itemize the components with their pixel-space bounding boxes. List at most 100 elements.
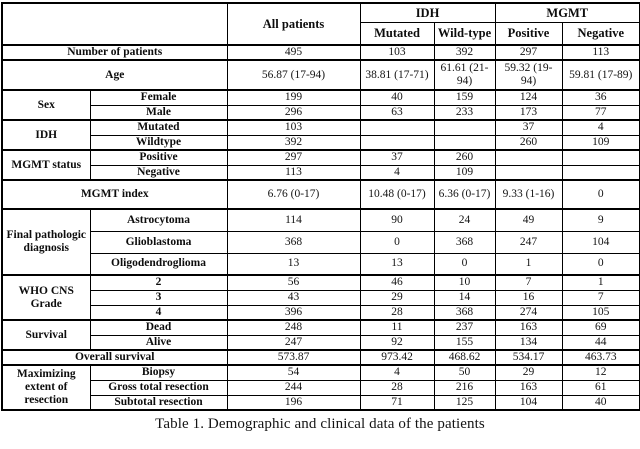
table-cell: 163 <box>494 319 563 336</box>
table-cell: 296 <box>226 104 361 121</box>
table-cell: 28 <box>359 379 435 396</box>
row-label: 4 <box>89 304 228 321</box>
table-cell: 368 <box>433 304 496 321</box>
table-row: Final pathologic diagnosis Astrocytoma 1… <box>1 208 640 276</box>
row-label: Dead <box>89 319 228 336</box>
row-label: Subtotal resection <box>89 394 228 411</box>
table-cell: 297 <box>494 44 563 61</box>
table-cell: 44 <box>561 334 640 351</box>
table-cell: 9 <box>561 208 640 232</box>
row-label: Mutated <box>89 119 228 136</box>
table-cell: 104 <box>494 394 563 411</box>
table-cell: 0 <box>561 252 640 276</box>
table-cell: 24 <box>433 208 496 232</box>
table-cell <box>359 119 435 136</box>
table-cell: 163 <box>494 379 563 396</box>
table-cell: 63 <box>359 104 435 121</box>
row-label: Number of patients <box>1 44 228 61</box>
table-cell: 159 <box>433 89 496 106</box>
table-row: Alive 247 92 155 134 44 <box>2 334 640 351</box>
row-label: Alive <box>89 334 228 351</box>
row-label: 2 <box>89 274 228 291</box>
row-label: Gross total resection <box>89 379 228 396</box>
demographics-table: All patients IDH MGMT Mutated Wild-type … <box>1 2 640 411</box>
group-label-who-grade: WHO CNS Grade <box>1 274 91 321</box>
table-cell: 233 <box>433 104 496 121</box>
table-cell: 36 <box>561 89 640 106</box>
column-header-mgmt-positive: Positive <box>494 21 563 46</box>
group-label-resection: Maximizing extent of resection <box>1 364 91 411</box>
table-cell <box>359 134 435 151</box>
table-cell: 4 <box>561 119 640 136</box>
row-label: Overall survival <box>1 349 228 366</box>
table-row: MGMT status Positive 297 37 260 <box>1 149 640 181</box>
table-cell: 12 <box>561 364 640 381</box>
table-cell: 104 <box>561 230 640 254</box>
table-cell: 247 <box>494 230 563 254</box>
table-cell: 109 <box>561 134 640 151</box>
group-label-diagnosis: Final pathologic diagnosis <box>1 208 91 276</box>
row-label: Negative <box>89 164 228 181</box>
table-cell: 114 <box>226 208 361 232</box>
table-cell: 244 <box>226 379 361 396</box>
table-row: Number of patients 495 103 392 297 113 <box>1 44 640 61</box>
table-cell: 173 <box>494 104 563 121</box>
table-cell: 0 <box>359 230 435 254</box>
table-cell: 124 <box>494 89 563 106</box>
row-label: Wildtype <box>89 134 228 151</box>
table-cell: 105 <box>561 304 640 321</box>
table-cell: 71 <box>359 394 435 411</box>
table-cell: 155 <box>433 334 496 351</box>
table-row: IDH Mutated 103 37 4 <box>1 119 640 151</box>
table-row: Overall survival 573.87 973.42 468.62 53… <box>1 349 640 366</box>
table-caption: Table 1. Demographic and clinical data o… <box>155 416 485 432</box>
table-cell: 14 <box>433 289 496 306</box>
table-cell: 7 <box>494 274 563 291</box>
table-cell: 59.81 (17-89) <box>561 59 640 91</box>
table-cell: 392 <box>226 134 361 151</box>
table-cell: 40 <box>359 89 435 106</box>
table-row: Subtotal resection 196 71 125 104 40 <box>2 394 640 411</box>
table-row: WHO CNS Grade 2 56 46 10 7 1 <box>1 274 640 321</box>
table-cell: 297 <box>226 149 361 166</box>
table-cell: 368 <box>433 230 496 254</box>
table-cell: 50 <box>433 364 496 381</box>
row-label: Positive <box>89 149 228 166</box>
column-group-mgmt: MGMT <box>494 2 640 23</box>
table-cell: 16 <box>494 289 563 306</box>
table-cell: 69 <box>561 319 640 336</box>
table-row: Oligodendroglioma 13 13 0 1 0 <box>2 252 640 276</box>
table-cell: 56.87 (17-94) <box>226 59 361 91</box>
table-cell: 396 <box>226 304 361 321</box>
header-row-2: Mutated Wild-type Positive Negative <box>2 21 640 46</box>
table-row: Gross total resection 244 28 216 163 61 <box>2 379 640 396</box>
table-row: 3 43 29 14 16 7 <box>2 289 640 306</box>
corner-cell <box>1 2 228 46</box>
table-cell: 61 <box>561 379 640 396</box>
row-label: Oligodendroglioma <box>89 252 228 276</box>
table-cell: 6.76 (0-17) <box>226 179 361 210</box>
table-cell: 46 <box>359 274 435 291</box>
table-cell: 9.33 (1-16) <box>494 179 563 210</box>
table-row: Age 56.87 (17-94) 38.81 (17-71) 61.61 (2… <box>1 59 640 91</box>
table-cell: 260 <box>494 134 563 151</box>
table-cell <box>494 164 563 181</box>
table-cell: 237 <box>433 319 496 336</box>
group-label-sex: Sex <box>1 89 91 121</box>
table-cell: 90 <box>359 208 435 232</box>
table-cell: 54 <box>226 364 361 381</box>
column-header-idh-wildtype: Wild-type <box>433 21 496 46</box>
table-row: 4 396 28 368 274 105 <box>2 304 640 321</box>
table-row: MGMT index 6.76 (0-17) 10.48 (0-17) 6.36… <box>1 179 640 210</box>
table-row: Survival Dead 248 11 237 163 69 <box>1 319 640 351</box>
group-label-idh: IDH <box>1 119 91 151</box>
table-cell: 199 <box>226 89 361 106</box>
table-cell: 7 <box>561 289 640 306</box>
table-row: Male 296 63 233 173 77 <box>2 104 640 121</box>
table-cell: 134 <box>494 334 563 351</box>
table-cell: 247 <box>226 334 361 351</box>
table-cell: 29 <box>359 289 435 306</box>
table-cell: 37 <box>494 119 563 136</box>
table-cell: 534.17 <box>494 349 563 366</box>
table-cell <box>433 119 496 136</box>
